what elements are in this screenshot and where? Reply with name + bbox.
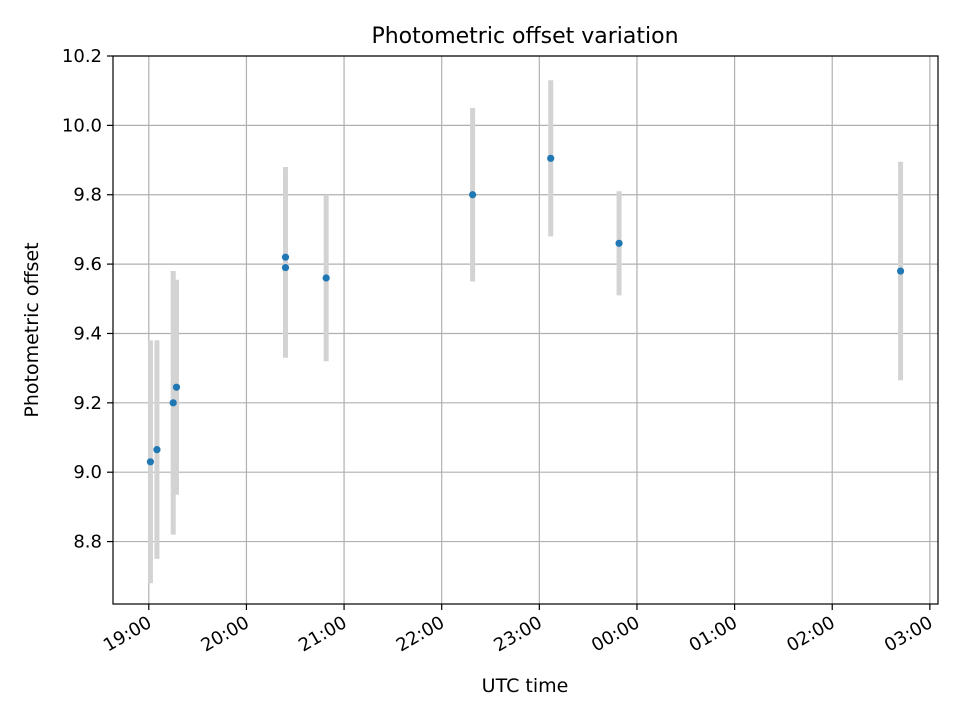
x-tick-label: 03:00 (881, 612, 936, 656)
data-point (146, 458, 155, 466)
y-tick-label: 10.0 (62, 115, 102, 136)
chart-title: Photometric offset variation (371, 24, 678, 49)
y-tick-label: 8.8 (73, 532, 102, 553)
tick-layer: 19:00 20:00 21:00 22:00 23:00 00:00 01:00 02:00… (62, 46, 936, 656)
x-tick-label: 21:00 (295, 612, 350, 656)
point-layer (146, 154, 905, 466)
x-tick-label: 01:00 (686, 612, 741, 656)
data-point (153, 446, 161, 454)
y-tick-label: 9.2 (73, 393, 102, 414)
grid-layer (113, 55, 938, 604)
y-tick-label: 10.2 (62, 46, 102, 67)
data-point (615, 239, 623, 247)
x-tick-label: 20:00 (198, 612, 253, 656)
plot-frame (112, 55, 939, 605)
x-tick-label: 02:00 (783, 612, 838, 656)
data-point (281, 253, 290, 261)
y-axis-label: Photometric offset (21, 242, 43, 417)
errorbar-layer (147, 80, 904, 584)
data-point (172, 383, 181, 391)
y-tick-label: 9.8 (73, 185, 102, 206)
data-point (547, 154, 555, 162)
x-tick-label: 22:00 (393, 612, 448, 656)
x-tick-label: 19:00 (100, 612, 155, 656)
y-tick-label: 9.4 (73, 323, 102, 344)
data-point (322, 274, 330, 282)
x-tick-label: 00:00 (588, 612, 643, 656)
data-point (169, 399, 177, 407)
y-tick-label: 9.6 (73, 254, 102, 275)
x-tick-label: 23:00 (490, 612, 545, 656)
data-point (281, 263, 290, 272)
y-tick-label: 9.0 (73, 462, 102, 483)
data-point (896, 267, 905, 275)
x-axis-label: UTC time (482, 675, 569, 697)
data-point (469, 191, 477, 199)
